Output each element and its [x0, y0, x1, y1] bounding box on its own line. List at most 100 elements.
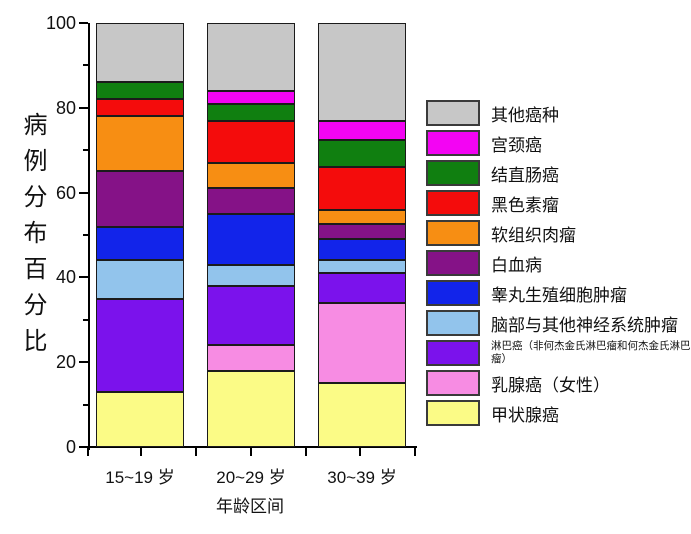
bar-segment	[207, 23, 295, 91]
y-tick-label: 60	[55, 182, 76, 203]
y-tick-label: 0	[65, 437, 76, 457]
legend-swatch	[426, 340, 480, 366]
legend-item: 软组织肉瘤	[426, 220, 691, 246]
bar-segment	[96, 116, 184, 172]
x-tick	[195, 448, 197, 456]
bar-segment	[96, 171, 184, 227]
bar-segment	[318, 209, 406, 225]
y-tick-major	[79, 106, 88, 109]
bar-segment	[207, 188, 295, 214]
bar-segment	[96, 23, 184, 83]
legend-item: 宫颈癌	[426, 130, 691, 156]
bar-segment	[96, 99, 184, 117]
legend-item: 乳腺癌（女性）	[426, 370, 691, 396]
legend-swatch	[426, 250, 480, 276]
x-axis-title: 年龄区间	[216, 497, 284, 516]
legend-item: 睾丸生殖细胞肿瘤	[426, 280, 691, 306]
y-tick-major	[79, 276, 88, 279]
bar-segment	[207, 345, 295, 371]
bar-15~19岁	[96, 23, 184, 447]
legend-item: 结直肠癌	[426, 160, 691, 186]
y-tick-label: 80	[55, 97, 76, 118]
bar-segment	[318, 139, 406, 168]
legend-swatch	[426, 370, 480, 396]
y-tick-label: 40	[55, 267, 76, 288]
legend-label: 睾丸生殖细胞肿瘤	[491, 285, 627, 305]
legend-swatch	[426, 190, 480, 216]
legend-label: 软组织肉瘤	[491, 225, 576, 245]
bar-segment	[207, 90, 295, 104]
bar-segment	[96, 298, 184, 392]
y-tick-major	[79, 22, 88, 24]
bar-segment	[318, 239, 406, 261]
y-tick-minor	[83, 403, 88, 406]
legend-swatch	[426, 280, 480, 306]
bar-segment	[318, 383, 406, 447]
legend-label: 乳腺癌（女性）	[491, 375, 610, 395]
plot-area	[88, 23, 415, 447]
bar-segment	[318, 273, 406, 303]
bar-segment	[318, 302, 406, 384]
x-tick	[305, 448, 307, 456]
legend-label: 白血病	[491, 255, 542, 275]
bar-segment	[96, 391, 184, 447]
bar-segment	[207, 264, 295, 286]
legend-item: 淋巴癌（非何杰金氏淋巴瘤和何杰金氏淋巴瘤）	[426, 340, 691, 366]
legend-swatch	[426, 130, 480, 156]
legend-label: 甲状腺癌	[491, 405, 559, 425]
x-tick	[250, 448, 252, 456]
x-tick	[87, 448, 89, 456]
bar-segment	[318, 224, 406, 240]
y-tick-label: 100	[45, 13, 76, 33]
x-tick	[414, 448, 416, 456]
legend-item: 白血病	[426, 250, 691, 276]
legend-swatch	[426, 100, 480, 126]
bar-segment	[318, 260, 406, 274]
legend-swatch	[426, 220, 480, 246]
x-tick-label: 15~19 岁	[105, 468, 175, 487]
legend-item: 甲状腺癌	[426, 400, 691, 426]
y-tick-major	[79, 361, 88, 364]
bar-30~39岁	[318, 23, 406, 447]
legend-label: 淋巴癌（非何杰金氏淋巴瘤和何杰金氏淋巴瘤）	[491, 339, 691, 365]
bar-segment	[207, 213, 295, 265]
bar-20~29岁	[207, 23, 295, 447]
legend-item: 脑部与其他神经系统肿瘤	[426, 310, 691, 336]
x-tick-label: 20~29 岁	[216, 468, 286, 487]
legend: 其他癌种宫颈癌结直肠癌黑色素瘤软组织肉瘤白血病睾丸生殖细胞肿瘤脑部与其他神经系统…	[426, 100, 691, 430]
bar-segment	[207, 370, 295, 447]
bar-segment	[96, 82, 184, 100]
legend-label: 脑部与其他神经系统肿瘤	[491, 315, 678, 335]
y-axis-title: 病例分布百分比	[19, 112, 46, 364]
y-tick-minor	[83, 318, 88, 321]
bar-segment	[207, 285, 295, 346]
legend-item: 其他癌种	[426, 100, 691, 126]
x-axis-line	[88, 446, 417, 448]
bar-segment	[207, 103, 295, 121]
bar-segment	[96, 226, 184, 261]
legend-swatch	[426, 310, 480, 336]
legend-swatch	[426, 400, 480, 426]
legend-label: 宫颈癌	[491, 135, 542, 155]
y-tick-major	[79, 446, 88, 448]
bar-segment	[318, 23, 406, 121]
legend-swatch	[426, 160, 480, 186]
y-tick-major	[79, 191, 88, 194]
legend-label: 其他癌种	[491, 105, 559, 125]
x-tick-label: 30~39 岁	[327, 468, 397, 487]
legend-item: 黑色素瘤	[426, 190, 691, 216]
legend-label: 结直肠癌	[491, 165, 559, 185]
y-tick-label: 20	[55, 352, 76, 373]
bar-segment	[207, 120, 295, 163]
legend-label: 黑色素瘤	[491, 195, 559, 215]
y-axis-line	[88, 23, 90, 450]
bar-segment	[318, 120, 406, 140]
x-tick	[140, 448, 142, 456]
bar-segment	[96, 260, 184, 299]
y-tick-minor	[83, 64, 88, 67]
y-tick-minor	[83, 149, 88, 152]
x-tick	[359, 448, 361, 456]
bar-segment	[318, 167, 406, 210]
y-tick-minor	[83, 234, 88, 236]
